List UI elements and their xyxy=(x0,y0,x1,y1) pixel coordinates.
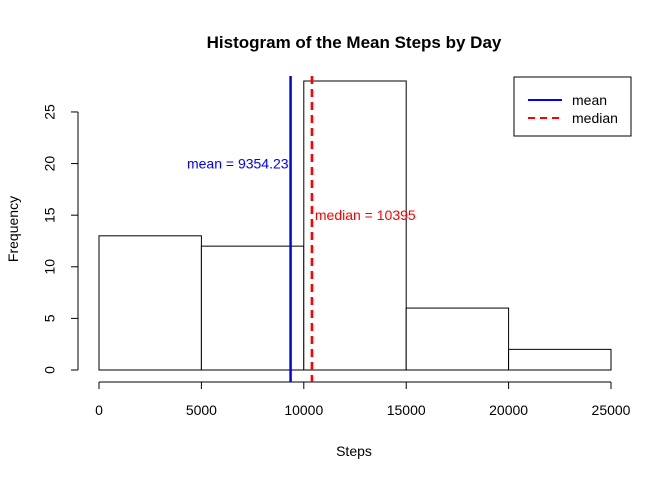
x-tick-label: 10000 xyxy=(284,402,323,418)
annotations: mean = 9354.23 median = 10395 xyxy=(187,156,416,224)
histogram-bar-1 xyxy=(200,245,305,371)
y-tick-label: 20 xyxy=(42,156,58,172)
x-tick-label: 5000 xyxy=(186,402,217,418)
legend: mean median xyxy=(513,76,632,137)
mean-annotation: mean = 9354.23 xyxy=(187,156,289,172)
histogram-bars xyxy=(98,80,612,371)
reference-lines xyxy=(289,76,314,382)
y-axis-label: Frequency xyxy=(5,196,21,262)
histogram-bar-3 xyxy=(405,307,510,371)
y-tick-label: 5 xyxy=(42,314,58,322)
x-tick-label: 0 xyxy=(95,402,103,418)
x-axis-label: Steps xyxy=(336,443,372,459)
x-axis: 0 5000 10000 15000 20000 25000 xyxy=(95,381,631,418)
x-tick-label: 15000 xyxy=(387,402,426,418)
median-annotation: median = 10395 xyxy=(315,207,416,223)
y-tick-label: 0 xyxy=(42,366,58,374)
histogram-bar-2 xyxy=(303,80,407,371)
histogram-bar-0 xyxy=(98,235,202,371)
legend-box xyxy=(513,76,632,137)
y-tick-label: 25 xyxy=(42,104,58,120)
y-tick-label: 15 xyxy=(42,207,58,223)
legend-median-label: median xyxy=(572,110,618,126)
x-tick-label: 20000 xyxy=(489,402,528,418)
histogram-bar-4 xyxy=(508,348,612,371)
x-tick-label: 25000 xyxy=(592,402,631,418)
chart-title: Histogram of the Mean Steps by Day xyxy=(207,33,502,52)
y-tick-label: 10 xyxy=(42,259,58,275)
y-axis: 0 5 10 15 20 25 xyxy=(42,104,79,374)
legend-mean-label: mean xyxy=(572,92,607,108)
